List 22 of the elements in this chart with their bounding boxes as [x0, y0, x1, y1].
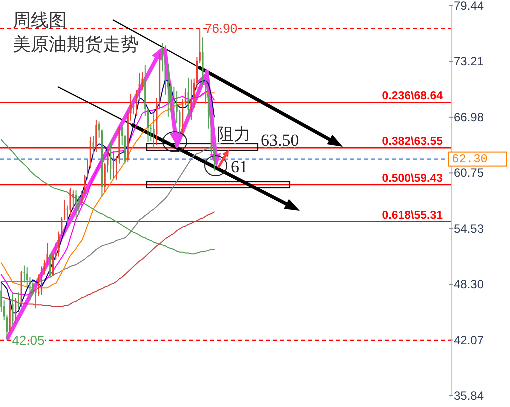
- annotation: 63.50: [260, 131, 300, 150]
- ref-line-label: 0.382\63.55: [382, 136, 444, 148]
- y-tick-label: 60.75: [454, 166, 484, 180]
- y-tick-label: 42.07: [454, 333, 484, 348]
- y-tick-label: 66.98: [454, 110, 484, 124]
- ref-line-label: 0.618\55.31: [382, 210, 444, 222]
- y-tick-label: 73.21: [454, 54, 484, 69]
- ref-line-label: 0.500\59.43: [382, 172, 443, 185]
- annotation: 61: [230, 157, 248, 176]
- chart-title: 周线图: [13, 10, 67, 32]
- text: 美原油期货走势: [13, 34, 139, 56]
- ref-line-label: 42.05: [12, 332, 45, 348]
- ref-line-label: 62.30: [452, 152, 488, 166]
- ref-line-label: 76.90: [205, 21, 238, 36]
- line-series: [0, 139, 215, 255]
- y-tick-label: 35.84: [454, 389, 484, 403]
- ref-line-label: 0.236\68.64: [382, 90, 444, 103]
- y-tick-label: 79.44: [454, 0, 484, 13]
- last-price: 62.30: [448, 152, 508, 167]
- y-tick-label: 48.30: [454, 278, 484, 292]
- annotation: 阻力: [216, 125, 251, 144]
- y-tick-label: 54.53: [454, 222, 484, 236]
